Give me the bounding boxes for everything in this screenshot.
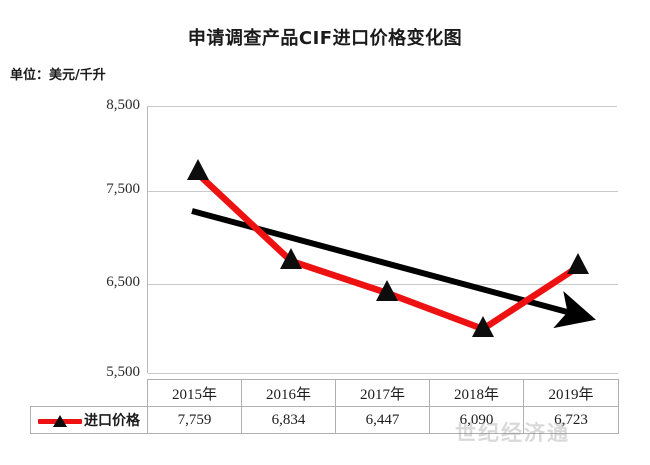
value-cell-2018: 6,090 <box>429 406 524 434</box>
legend-entry: 进口价格 <box>30 406 148 434</box>
chart-title: 申请调查产品CIF进口价格变化图 <box>187 28 463 49</box>
y-tick-label-7500: 7,500 <box>106 181 140 197</box>
value-cell-2016: 6,834 <box>241 406 336 434</box>
legend-marker-icon <box>38 415 82 427</box>
y-tick-label-8500: 8,500 <box>106 97 140 113</box>
table-row-categories: 2015年 2016年 2017年 2018年 2019年 <box>31 379 619 407</box>
y-tick-label-6500: 6,500 <box>106 274 140 290</box>
table-row-values: 进口价格 7,759 6,834 6,447 6,090 6,723 <box>30 406 619 434</box>
y-axis: 8,500 7,500 6,500 5,500 <box>45 97 140 380</box>
gridline-5500 <box>148 373 618 374</box>
data-table: 2015年 2016年 2017年 2018年 2019年 进口价格 7,759… <box>30 379 619 434</box>
category-cell-2015: 2015年 <box>147 379 242 407</box>
category-cell-2016: 2016年 <box>241 379 336 407</box>
table-corner-cell <box>31 380 148 407</box>
legend-label: 进口价格 <box>84 413 140 429</box>
plot-area <box>147 106 618 374</box>
category-cell-2019: 2019年 <box>523 379 619 407</box>
gridline-6500 <box>148 284 618 285</box>
category-cell-2017: 2017年 <box>335 379 430 407</box>
unit-label: 单位：美元/千升 <box>10 68 106 83</box>
value-cell-2015: 7,759 <box>147 406 242 434</box>
gridline-7500 <box>148 191 618 192</box>
category-cell-2018: 2018年 <box>429 379 524 407</box>
value-cell-2019: 6,723 <box>523 406 619 434</box>
value-cell-2017: 6,447 <box>335 406 430 434</box>
y-tick-label-5500: 5,500 <box>106 364 140 380</box>
